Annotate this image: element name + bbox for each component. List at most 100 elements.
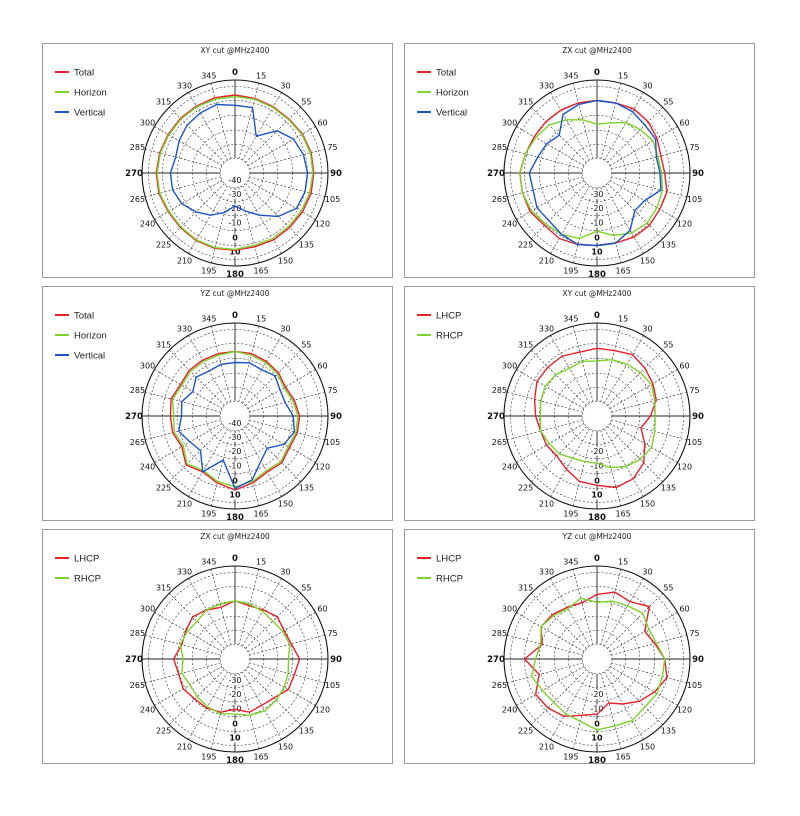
angle-tick-label: 315 bbox=[156, 98, 171, 107]
series-line-rhcp bbox=[179, 600, 291, 717]
chart-title: ZX cut @MHz2400 bbox=[562, 46, 632, 55]
angle-tick-label: 30 bbox=[642, 82, 652, 91]
angle-tick-label: 30 bbox=[280, 568, 290, 577]
angle-tick-label: 265 bbox=[492, 438, 507, 447]
grid-spoke bbox=[611, 419, 687, 441]
angle-tick-label: 225 bbox=[518, 483, 533, 492]
angle-tick-label: 285 bbox=[492, 386, 507, 395]
angle-tick-label: 300 bbox=[140, 605, 155, 614]
grid-spoke bbox=[242, 92, 282, 161]
angle-tick-label: 90 bbox=[330, 169, 342, 179]
angle-tick-label: 0 bbox=[232, 311, 238, 321]
angle-tick-label: 75 bbox=[689, 629, 699, 638]
radial-tick-label: -30 bbox=[228, 676, 241, 685]
radial-label-bg bbox=[226, 446, 244, 456]
grid-spoke bbox=[188, 578, 228, 647]
radial-label-bg bbox=[588, 733, 606, 743]
angle-tick-label: 15 bbox=[618, 314, 628, 323]
grid-spoke bbox=[210, 326, 232, 402]
radial-label-bg bbox=[588, 233, 606, 243]
grid-spoke bbox=[531, 593, 587, 649]
angle-tick-label: 285 bbox=[492, 629, 507, 638]
angle-tick-label: 105 bbox=[325, 681, 340, 690]
angle-tick-label: 345 bbox=[563, 314, 578, 323]
angle-tick-label: 55 bbox=[301, 584, 311, 593]
radial-label-bg bbox=[226, 218, 244, 228]
angle-tick-label: 120 bbox=[315, 706, 330, 715]
grid-spoke bbox=[169, 350, 225, 406]
grid-ring bbox=[581, 400, 613, 432]
grid-spoke bbox=[245, 183, 301, 239]
angle-tick-label: 180 bbox=[588, 270, 606, 277]
angle-tick-label: 105 bbox=[687, 681, 702, 690]
radial-tick-label: -40 bbox=[228, 419, 241, 428]
angle-tick-label: 120 bbox=[315, 220, 330, 229]
grid-spoke bbox=[611, 391, 687, 413]
radial-label-bg bbox=[226, 432, 244, 442]
chart-title: YZ cut @MHz2400 bbox=[200, 289, 270, 298]
grid-spoke bbox=[210, 430, 232, 506]
grid-spoke bbox=[247, 126, 316, 166]
angle-tick-label: 240 bbox=[140, 706, 155, 715]
radial-tick-label: -10 bbox=[228, 219, 241, 228]
angle-tick-label: 120 bbox=[315, 463, 330, 472]
angle-tick-label: 270 bbox=[487, 412, 505, 422]
grid-spoke bbox=[154, 369, 223, 409]
grid-spoke bbox=[609, 666, 678, 706]
angle-tick-label: 120 bbox=[677, 463, 692, 472]
angle-tick-label: 210 bbox=[177, 742, 192, 751]
grid-spoke bbox=[516, 369, 585, 409]
polar-chart-yz-components: YZ cut @MHz2400 0 15 30 55 60 75 90 105 120 135 150… bbox=[55, 289, 342, 520]
angle-tick-label: 165 bbox=[254, 267, 269, 276]
angle-tick-label: 315 bbox=[156, 584, 171, 593]
chart-panel-4: XY cut @MHz2400 0 15 30 55 60 75 90 105 120 135 150… bbox=[404, 286, 755, 521]
angle-tick-label: 270 bbox=[125, 169, 143, 179]
angle-tick-label: 300 bbox=[502, 605, 517, 614]
grid-spoke bbox=[210, 569, 232, 645]
grid-spoke bbox=[611, 176, 687, 198]
angle-tick-label: 90 bbox=[692, 655, 704, 665]
angle-tick-label: 55 bbox=[301, 98, 311, 107]
grid-spoke bbox=[210, 187, 232, 263]
angle-tick-label: 55 bbox=[663, 98, 673, 107]
grid-spoke bbox=[145, 419, 221, 441]
polar-chart-xy-components: XY cut @MHz2400 0 15 30 55 60 75 90 105 120 135 150… bbox=[55, 46, 342, 277]
grid-spoke bbox=[154, 423, 223, 463]
legend-label: RHCP bbox=[436, 574, 463, 585]
grid-spoke bbox=[609, 369, 678, 409]
angle-tick-label: 60 bbox=[679, 605, 689, 614]
radial-tick-label: 0 bbox=[594, 477, 600, 486]
grid-spoke bbox=[516, 126, 585, 166]
chart-title: XY cut @MHz2400 bbox=[201, 46, 270, 55]
angle-tick-label: 180 bbox=[588, 756, 606, 763]
grid-spoke bbox=[507, 419, 583, 441]
angle-tick-label: 75 bbox=[327, 386, 337, 395]
angle-tick-label: 0 bbox=[594, 68, 600, 78]
grid-spoke bbox=[242, 185, 282, 254]
angle-tick-label: 105 bbox=[687, 438, 702, 447]
grid-spoke bbox=[507, 176, 583, 198]
radial-tick-label: 0 bbox=[594, 234, 600, 243]
angle-tick-label: 0 bbox=[232, 554, 238, 564]
grid-spoke bbox=[245, 593, 301, 649]
angle-tick-label: 195 bbox=[563, 510, 578, 519]
radial-tick-label: -10 bbox=[590, 705, 603, 714]
grid-spoke bbox=[516, 666, 585, 706]
grid-spoke bbox=[572, 326, 594, 402]
angle-tick-label: 90 bbox=[330, 412, 342, 422]
radial-label-bg bbox=[588, 189, 606, 199]
angle-tick-label: 30 bbox=[280, 82, 290, 91]
angle-tick-label: 330 bbox=[177, 568, 192, 577]
radial-label-bg bbox=[226, 418, 244, 428]
angle-tick-label: 210 bbox=[539, 499, 554, 508]
legend-label: RHCP bbox=[436, 331, 463, 342]
grid-spoke bbox=[600, 326, 622, 402]
radial-label-bg bbox=[588, 461, 606, 471]
grid-spoke bbox=[550, 335, 590, 404]
angle-tick-label: 195 bbox=[201, 753, 216, 762]
angle-tick-label: 300 bbox=[140, 119, 155, 128]
angle-tick-label: 270 bbox=[125, 412, 143, 422]
grid-spoke bbox=[154, 666, 223, 706]
angle-tick-label: 15 bbox=[256, 71, 266, 80]
angle-tick-label: 135 bbox=[661, 240, 676, 249]
